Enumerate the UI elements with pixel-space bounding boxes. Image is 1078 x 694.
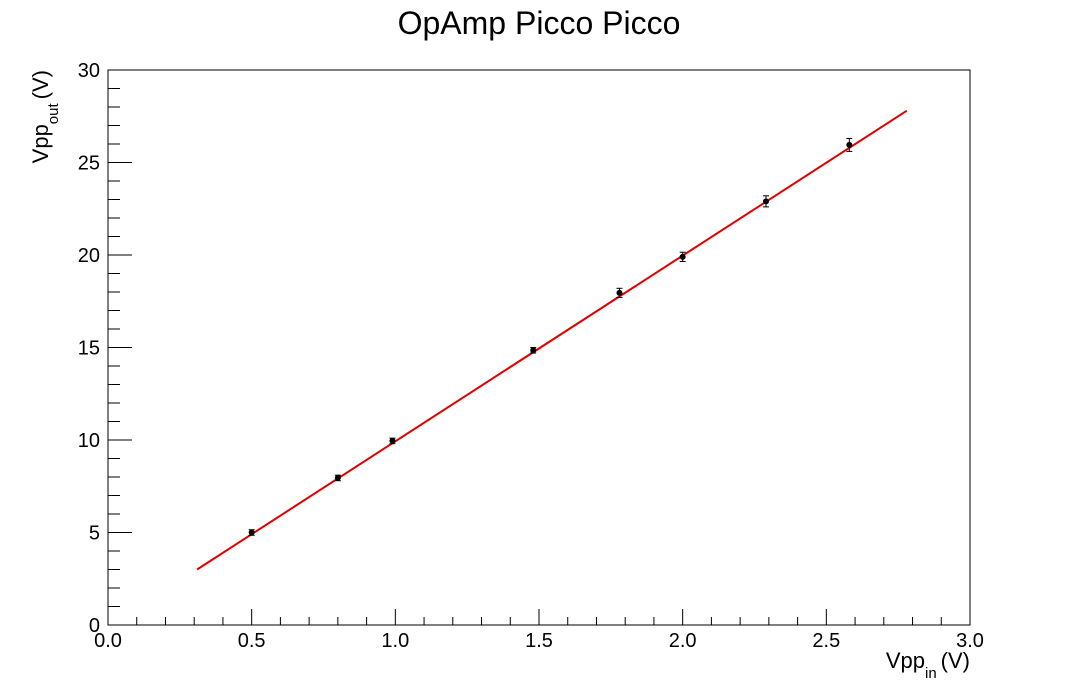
data-point: [762, 198, 769, 205]
x-tick-label: 1.5: [525, 630, 553, 652]
y-tick-label: 10: [78, 430, 100, 452]
y-axis-tick-labels: 0 5 10 15 20 25 30: [78, 60, 100, 637]
x-tick-label: 1.0: [381, 630, 409, 652]
data-point: [846, 141, 853, 148]
fit-line: [196, 109, 908, 571]
y-tick-label: 0: [89, 615, 100, 637]
x-tick-label: 2.0: [669, 630, 697, 652]
x-axis-label: Vppin(V): [886, 648, 970, 682]
data-point: [679, 253, 686, 260]
data-point: [248, 529, 255, 536]
y-axis-label: Vppout(V): [28, 70, 62, 163]
x-axis-tick-labels: 0.0 0.5 1.0 1.5 2.0 2.5 3.0: [94, 630, 984, 652]
y-tick-label: 20: [78, 245, 100, 267]
y-tick-label: 30: [78, 60, 100, 82]
data-point: [389, 437, 396, 444]
fit-line-group: [196, 109, 908, 571]
chart-title: OpAmp Picco Picco: [398, 5, 681, 41]
y-tick-label: 15: [78, 338, 100, 360]
data-points: [248, 137, 853, 536]
x-tick-label: 0.5: [238, 630, 266, 652]
x-axis-ticks: [107, 609, 971, 625]
y-tick-label: 25: [78, 153, 100, 175]
x-tick-label: 0.0: [94, 630, 122, 652]
data-point: [530, 347, 537, 354]
data-point: [616, 289, 623, 296]
x-tick-label: 2.5: [812, 630, 840, 652]
y-tick-label: 5: [89, 523, 100, 545]
y-axis-ticks: [108, 69, 132, 626]
data-point: [334, 474, 341, 481]
x-tick-label: 3.0: [956, 630, 984, 652]
